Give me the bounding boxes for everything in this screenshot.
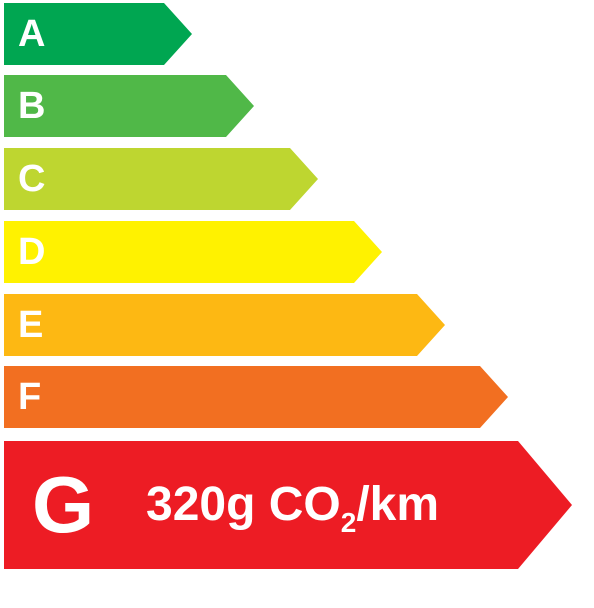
co2-amount: 320g CO	[146, 478, 341, 531]
class-bar-g-current-rating: G 320g CO2/km	[4, 441, 572, 569]
class-bar-b: B	[4, 75, 254, 137]
class-bar-c: C	[4, 148, 318, 210]
class-letter-d: D	[18, 231, 46, 273]
class-bar-f: F	[4, 366, 508, 428]
class-letter-a: A	[18, 13, 46, 55]
class-bar-a: A	[4, 3, 192, 65]
class-letter-b: B	[18, 85, 46, 127]
arrow-shape	[4, 148, 318, 210]
class-letter-f: F	[18, 376, 42, 418]
co2-subscript: 2	[340, 507, 357, 538]
arrow-shape	[4, 294, 445, 356]
arrow-shape	[4, 3, 192, 65]
arrow-shape	[4, 221, 382, 283]
arrow-shape	[4, 441, 572, 569]
class-letter-c: C	[18, 158, 46, 200]
class-letter-e: E	[18, 304, 44, 346]
arrow-shape	[4, 366, 508, 428]
rating-letter: G	[32, 460, 95, 549]
class-bar-e: E	[4, 294, 445, 356]
class-bar-d: D	[4, 221, 382, 283]
co2-unit: /km	[356, 478, 440, 531]
co2-emission-value: 320g CO2/km	[146, 478, 440, 537]
arrow-shape	[4, 75, 254, 137]
